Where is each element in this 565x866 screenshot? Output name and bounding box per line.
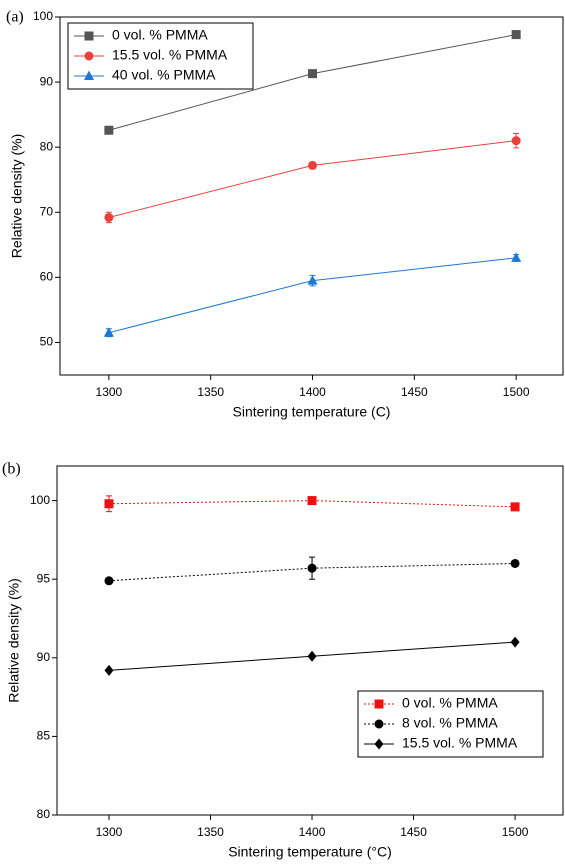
x-tick-label: 1450 bbox=[400, 825, 427, 839]
y-tick-label: 90 bbox=[37, 650, 51, 664]
marker bbox=[104, 212, 114, 222]
y-axis-title: Relative density (%) bbox=[6, 578, 22, 703]
x-tick-label: 1400 bbox=[299, 825, 326, 839]
series-line bbox=[108, 140, 517, 218]
x-tick-label: 1350 bbox=[197, 825, 224, 839]
legend-label: 15.5 vol. % PMMA bbox=[402, 735, 518, 751]
y-tick-label: 95 bbox=[37, 571, 51, 585]
marker bbox=[510, 502, 520, 512]
marker bbox=[510, 558, 520, 568]
marker bbox=[511, 30, 521, 40]
x-tick-label: 1500 bbox=[503, 385, 530, 399]
marker bbox=[510, 636, 520, 648]
marker bbox=[104, 499, 114, 509]
legend-label: 0 vol. % PMMA bbox=[112, 27, 208, 43]
y-tick-label: 80 bbox=[37, 807, 51, 821]
plot-frame bbox=[59, 16, 564, 376]
marker bbox=[104, 576, 114, 586]
x-axis-title: Sintering temperature (°C) bbox=[228, 844, 392, 860]
y-tick-label: 100 bbox=[30, 493, 50, 507]
marker bbox=[103, 327, 114, 337]
panel-label: (a) bbox=[6, 9, 24, 26]
marker bbox=[307, 563, 317, 573]
x-tick-label: 1300 bbox=[96, 385, 123, 399]
marker bbox=[307, 496, 317, 506]
y-tick-label: 80 bbox=[40, 139, 54, 153]
x-tick-label: 1500 bbox=[502, 825, 529, 839]
plot-frame bbox=[56, 465, 564, 816]
marker bbox=[307, 650, 317, 662]
x-axis-title: Sintering temperature (C) bbox=[233, 404, 391, 420]
y-tick-label: 50 bbox=[40, 335, 54, 349]
x-tick-label: 1350 bbox=[197, 385, 224, 399]
x-tick-label: 1300 bbox=[96, 825, 123, 839]
panel-label: (b) bbox=[2, 461, 21, 478]
marker bbox=[307, 275, 318, 285]
x-tick-label: 1450 bbox=[401, 385, 428, 399]
marker bbox=[374, 719, 384, 729]
legend-label: 0 vol. % PMMA bbox=[402, 695, 498, 711]
marker bbox=[374, 699, 384, 709]
marker bbox=[511, 136, 521, 146]
y-tick-label: 60 bbox=[40, 270, 54, 284]
y-tick-label: 100 bbox=[33, 9, 53, 23]
marker bbox=[374, 738, 384, 750]
y-tick-label: 85 bbox=[37, 729, 51, 743]
x-tick-label: 1400 bbox=[299, 385, 326, 399]
legend-label: 15.5 vol. % PMMA bbox=[112, 47, 228, 63]
legend-label: 40 vol. % PMMA bbox=[112, 67, 216, 83]
marker bbox=[84, 51, 94, 61]
y-tick-label: 90 bbox=[40, 74, 54, 88]
y-tick-label: 70 bbox=[40, 204, 54, 218]
marker bbox=[104, 125, 114, 135]
marker bbox=[511, 252, 522, 262]
marker bbox=[84, 70, 94, 80]
marker bbox=[308, 69, 318, 79]
marker bbox=[84, 31, 94, 41]
series-line bbox=[108, 257, 517, 334]
marker bbox=[308, 160, 318, 170]
legend-label: 8 vol. % PMMA bbox=[402, 715, 498, 731]
marker bbox=[104, 664, 114, 676]
y-axis-title: Relative density (%) bbox=[9, 134, 25, 259]
